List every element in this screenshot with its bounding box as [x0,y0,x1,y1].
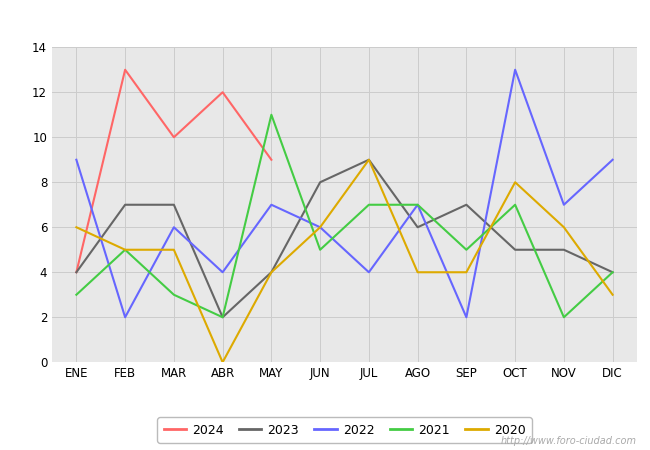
Text: http://www.foro-ciudad.com: http://www.foro-ciudad.com [501,436,637,446]
Legend: 2024, 2023, 2022, 2021, 2020: 2024, 2023, 2022, 2021, 2020 [157,417,532,443]
Text: Matriculaciones de Vehiculos en Ares: Matriculaciones de Vehiculos en Ares [171,11,479,29]
